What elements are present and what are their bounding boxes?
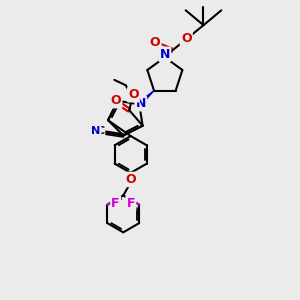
Text: F: F: [111, 197, 120, 210]
Text: O: O: [125, 173, 136, 186]
Text: N: N: [91, 126, 100, 136]
Text: N: N: [160, 48, 170, 61]
Text: N: N: [136, 97, 146, 110]
Text: O: O: [128, 88, 139, 101]
Text: F: F: [127, 197, 135, 210]
Text: O: O: [111, 94, 121, 107]
Text: C: C: [96, 126, 104, 136]
Text: O: O: [150, 37, 160, 50]
Polygon shape: [138, 91, 154, 106]
Text: O: O: [181, 32, 192, 45]
